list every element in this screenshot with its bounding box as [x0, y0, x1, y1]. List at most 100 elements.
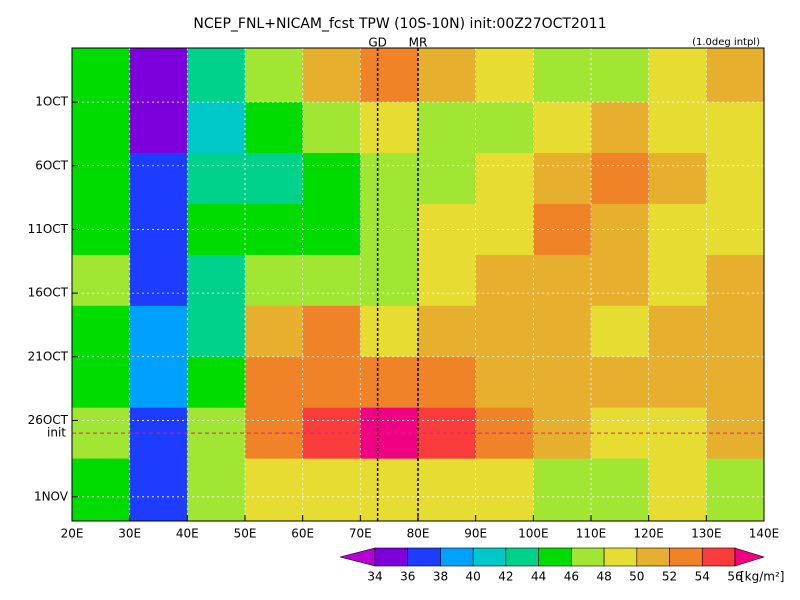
cell	[302, 305, 361, 358]
cell	[72, 254, 131, 307]
colorbar-label: 42	[498, 570, 513, 584]
x-tick-label: 130E	[691, 527, 722, 541]
cell	[187, 356, 246, 409]
cell	[245, 254, 304, 307]
cell	[475, 458, 534, 522]
y-tick-label: 11OCT	[28, 222, 69, 236]
colorbar-cell	[669, 547, 703, 567]
colorbar-cell	[339, 547, 376, 567]
cell	[648, 305, 707, 358]
x-tick-label: 70E	[349, 527, 372, 541]
cell	[533, 48, 592, 103]
cell	[129, 153, 188, 205]
cell	[706, 254, 765, 307]
y-tick-label: 21OCT	[28, 349, 69, 363]
cell	[245, 356, 304, 409]
x-tick-label: 20E	[61, 527, 84, 541]
colorbar-label: 38	[433, 570, 448, 584]
colorbar-cell	[603, 547, 638, 567]
cell	[302, 48, 361, 103]
x-tick-label: 30E	[118, 527, 141, 541]
cell	[591, 153, 650, 205]
cell	[706, 305, 765, 358]
y-tick-label: 16OCT	[28, 286, 69, 300]
cell	[129, 254, 188, 307]
marker-label: MR	[409, 36, 428, 50]
cell	[302, 458, 361, 522]
cell	[418, 305, 477, 358]
cell	[360, 254, 419, 307]
cell	[706, 407, 765, 460]
cell	[360, 153, 419, 205]
colorbar-label: 56	[727, 570, 742, 584]
colorbar-cell	[636, 547, 670, 567]
cell	[245, 153, 304, 205]
cell	[187, 203, 246, 256]
cell	[302, 254, 361, 307]
cell	[648, 254, 707, 307]
colorbar-label: 52	[662, 570, 677, 584]
cell	[187, 458, 246, 522]
cell	[591, 458, 650, 522]
init-label: init	[47, 426, 66, 440]
cell	[706, 48, 765, 103]
colorbar-label: 34	[367, 570, 382, 584]
cell	[72, 356, 131, 409]
x-tick-label: 50E	[234, 527, 257, 541]
cell	[245, 305, 304, 358]
cell	[302, 153, 361, 205]
plot-frame	[71, 47, 765, 522]
cell	[475, 305, 534, 358]
cell	[706, 203, 765, 256]
colorbar-label: 36	[400, 570, 415, 584]
cell	[648, 102, 707, 154]
y-tick-label: 6OCT	[35, 158, 68, 172]
cell	[533, 305, 592, 358]
cell	[72, 458, 131, 522]
x-tick-label: 100E	[518, 527, 549, 541]
cell	[187, 102, 246, 154]
cell	[475, 48, 534, 103]
colorbar-label: 50	[629, 570, 644, 584]
cell	[475, 254, 534, 307]
cell	[360, 356, 419, 409]
cell	[533, 102, 592, 154]
x-tick-label: 60E	[291, 527, 314, 541]
cell	[648, 356, 707, 409]
colorbar-cell	[505, 547, 539, 567]
cell	[591, 356, 650, 409]
cell	[129, 458, 188, 522]
cell	[533, 458, 592, 522]
colorbar-cell	[734, 547, 766, 567]
cell	[591, 203, 650, 256]
x-tick-label: 80E	[407, 527, 430, 541]
cell	[360, 458, 419, 522]
colorbar-cell	[538, 547, 572, 567]
cell	[418, 458, 477, 522]
cell	[591, 48, 650, 103]
cell	[591, 102, 650, 154]
cell	[475, 153, 534, 205]
cell	[648, 48, 707, 103]
note: (1.0deg intpl)	[692, 37, 760, 48]
cell	[187, 153, 246, 205]
marker-label: GD	[368, 36, 387, 50]
x-tick-label: 40E	[176, 527, 199, 541]
cell	[706, 153, 765, 205]
y-tick-label: 26OCT	[28, 413, 69, 427]
cell	[187, 254, 246, 307]
cell	[706, 356, 765, 409]
cell	[418, 102, 477, 154]
y-tick-label: 1OCT	[35, 95, 68, 109]
cell	[72, 203, 131, 256]
x-tick-label: 140E	[749, 527, 780, 541]
colorbar-label: 48	[596, 570, 611, 584]
cell	[591, 305, 650, 358]
cell	[72, 102, 131, 154]
cell	[187, 305, 246, 358]
colorbar-label: 44	[531, 570, 546, 584]
cell	[533, 254, 592, 307]
colorbar-label: 46	[564, 570, 579, 584]
colorbar-cell	[571, 547, 605, 567]
